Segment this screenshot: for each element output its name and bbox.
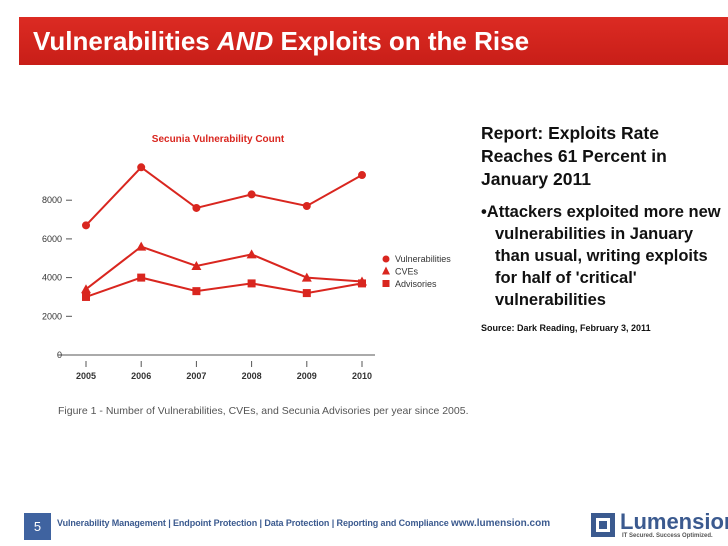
title-prefix: Vulnerabilities — [33, 26, 217, 56]
data-point-advisories — [192, 287, 201, 296]
series-line-advisories — [85, 276, 363, 298]
data-point-vulnerabilities — [192, 203, 201, 212]
y-tick-label: 2000 — [42, 311, 62, 321]
brand-name: Lumension — [620, 509, 728, 534]
chart-title: Secunia Vulnerability Count — [152, 134, 285, 145]
legend-marker-cves — [382, 266, 390, 275]
y-tick-label: 8000 — [42, 195, 62, 205]
report-bullet-text: Attackers exploited more new vulnerabili… — [486, 203, 721, 309]
footer-website[interactable]: www.lumension.com — [451, 518, 551, 529]
x-tick-label: 2009 — [297, 371, 317, 381]
chart-caption: Figure 1 - Number of Vulnerabilities, CV… — [58, 405, 468, 417]
data-point-cves — [136, 241, 147, 251]
series-line-cves — [85, 245, 363, 291]
legend-marker-vulnerabilities — [382, 255, 390, 263]
report-bullet: •Attackers exploited more new vulnerabil… — [481, 203, 721, 309]
page-number: 5 — [24, 513, 51, 540]
footer: 5 Vulnerability Management | Endpoint Pr… — [0, 507, 728, 546]
data-point-advisories — [358, 279, 366, 288]
data-point-advisories — [247, 279, 256, 288]
data-point-cves — [246, 249, 257, 259]
data-point-cves — [301, 272, 312, 282]
y-tick-label: 6000 — [42, 234, 62, 244]
data-point-vulnerabilities — [302, 202, 311, 211]
lumension-logo-icon — [591, 513, 615, 537]
line-chart: Secunia Vulnerability Count 0 2000 4000 600… — [42, 134, 469, 417]
data-point-vulnerabilities — [358, 171, 366, 180]
series-line-vulnerabilities — [85, 165, 363, 227]
data-point-cves — [81, 284, 91, 294]
data-point-vulnerabilities — [247, 190, 256, 199]
report-heading: Report: Exploits Rate Reaches 61 Percent… — [481, 123, 667, 189]
data-point-cves — [191, 260, 202, 270]
data-point-advisories — [302, 289, 311, 298]
legend-label: Advisories — [395, 279, 437, 289]
footer-nav: Vulnerability Management | Endpoint Prot… — [57, 518, 449, 528]
y-tick-label: 4000 — [42, 273, 62, 283]
legend-marker-advisories — [382, 280, 390, 287]
x-tick-label: 2006 — [131, 371, 151, 381]
data-point-vulnerabilities — [82, 221, 90, 230]
report-source: Source: Dark Reading, February 3, 2011 — [481, 323, 651, 333]
brand-tagline: IT Secured. Success Optimized. — [622, 533, 713, 539]
data-point-advisories — [137, 273, 146, 282]
report-panel: Report: Exploits Rate Reaches 61 Percent… — [481, 122, 721, 333]
title-emphasis: AND — [216, 26, 274, 56]
slide-title: Vulnerabilities AND Exploits on the Rise — [33, 26, 529, 57]
legend-label: Vulnerabilities — [395, 254, 451, 264]
legend-label: CVEs — [395, 267, 419, 277]
title-bar: Vulnerabilities AND Exploits on the Rise — [19, 17, 728, 65]
y-tick-label: 0 — [57, 350, 62, 360]
x-tick-label: 2008 — [242, 371, 262, 381]
x-tick-label: 2005 — [76, 371, 96, 381]
x-tick-label: 2010 — [352, 371, 372, 381]
data-point-advisories — [82, 292, 90, 301]
x-tick-label: 2007 — [186, 371, 206, 381]
data-point-vulnerabilities — [137, 163, 146, 172]
title-suffix: Exploits on the Rise — [273, 26, 530, 56]
